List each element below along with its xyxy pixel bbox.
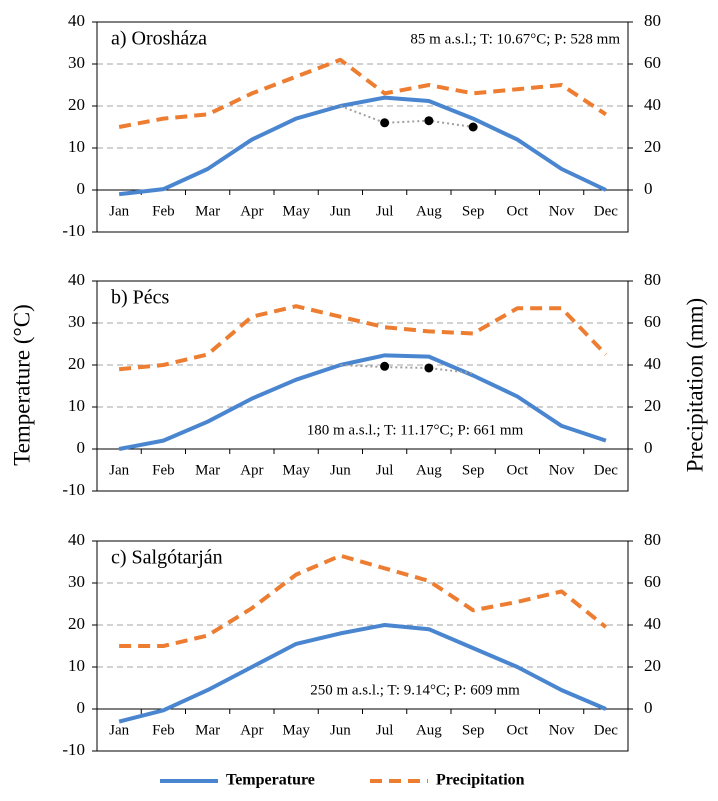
plot-frame bbox=[96, 21, 629, 233]
data-point bbox=[424, 363, 434, 373]
data-point bbox=[380, 118, 390, 128]
x-tick-label: Mar bbox=[195, 203, 220, 219]
x-tick-label: Nov bbox=[549, 462, 575, 478]
x-tick-label: Jan bbox=[109, 722, 129, 738]
annotation: 180 m a.s.l.; T: 11.17°C; P: 661 mm bbox=[307, 422, 524, 438]
y-tick-label: 20 bbox=[68, 354, 85, 373]
y-tick-label: 40 bbox=[68, 270, 85, 289]
y-axis-label: Temperature (°C) bbox=[9, 304, 34, 465]
x-tick-label: Jan bbox=[109, 462, 129, 478]
annotation: 250 m a.s.l.; T: 9.14°C; P: 609 mm bbox=[310, 682, 520, 698]
data-point bbox=[424, 116, 434, 126]
x-tick-label: Apr bbox=[240, 462, 263, 478]
y2-tick-label: 0 bbox=[644, 179, 653, 198]
y2-tick-label: 20 bbox=[644, 656, 661, 675]
x-tick-label: Oct bbox=[507, 203, 529, 219]
x-tick-label: Nov bbox=[549, 203, 575, 219]
data-point bbox=[380, 361, 390, 371]
series-line bbox=[118, 95, 607, 197]
panel-title: a) Orosháza bbox=[111, 28, 207, 50]
y-tick-label: 20 bbox=[68, 95, 85, 114]
x-tick-label: Feb bbox=[152, 722, 175, 738]
x-tick-label: May bbox=[282, 203, 310, 219]
x-tick-label: Jul bbox=[376, 462, 394, 478]
y2-tick-label: 0 bbox=[644, 438, 653, 457]
legend-label: Precipitation bbox=[436, 772, 525, 789]
series-line bbox=[118, 304, 608, 372]
annotation: 85 m a.s.l.; T: 10.67°C; P: 528 mm bbox=[410, 31, 620, 47]
y2-tick-label: 40 bbox=[644, 614, 661, 633]
y2-tick-label: 40 bbox=[644, 354, 661, 373]
y2-tick-label: 80 bbox=[644, 270, 661, 289]
y-tick-label: -10 bbox=[62, 740, 85, 759]
y-tick-label: 0 bbox=[77, 438, 86, 457]
x-tick-label: Mar bbox=[195, 722, 220, 738]
y-tick-label: 10 bbox=[68, 396, 85, 415]
x-tick-label: Jul bbox=[376, 722, 394, 738]
x-tick-label: Feb bbox=[152, 203, 175, 219]
y-tick-label: 30 bbox=[68, 53, 85, 72]
x-tick-label: Apr bbox=[240, 722, 263, 738]
y-tick-label: -10 bbox=[62, 221, 85, 240]
series-line bbox=[118, 57, 607, 129]
x-tick-label: Nov bbox=[549, 722, 575, 738]
x-tick-label: May bbox=[282, 722, 310, 738]
y2-tick-label: 60 bbox=[644, 53, 661, 72]
legend-label: Temperature bbox=[226, 772, 315, 789]
y2-tick-label: 20 bbox=[644, 137, 661, 156]
x-tick-label: Dec bbox=[594, 203, 618, 219]
x-tick-label: Jun bbox=[330, 203, 351, 219]
x-tick-label: Sep bbox=[462, 462, 485, 478]
y-tick-label: 20 bbox=[68, 614, 85, 633]
y-tick-label: 40 bbox=[68, 530, 85, 549]
x-tick-label: Jul bbox=[376, 203, 394, 219]
x-tick-label: Aug bbox=[416, 722, 442, 738]
x-tick-label: Sep bbox=[462, 722, 485, 738]
x-tick-label: Mar bbox=[195, 462, 220, 478]
x-tick-label: Jun bbox=[330, 722, 351, 738]
x-tick-label: Dec bbox=[594, 722, 618, 738]
y-tick-label: 0 bbox=[77, 698, 86, 717]
y-tick-label: -10 bbox=[62, 480, 85, 499]
x-tick-label: Jun bbox=[330, 462, 351, 478]
y2-tick-label: 40 bbox=[644, 95, 661, 114]
panel-title: c) Salgótarján bbox=[111, 547, 223, 569]
y2-tick-label: 80 bbox=[644, 11, 661, 30]
y2-tick-label: 20 bbox=[644, 396, 661, 415]
series-line bbox=[118, 353, 607, 451]
y-tick-label: 10 bbox=[68, 656, 85, 675]
y-tick-label: 40 bbox=[68, 11, 85, 30]
y2-tick-label: 60 bbox=[644, 312, 661, 331]
y2-tick-label: 60 bbox=[644, 572, 661, 591]
x-tick-label: Feb bbox=[152, 462, 175, 478]
x-tick-label: Sep bbox=[462, 203, 485, 219]
y-tick-label: 30 bbox=[68, 572, 85, 591]
y-tick-label: 30 bbox=[68, 312, 85, 331]
y2-tick-label: 80 bbox=[644, 530, 661, 549]
plot-frame bbox=[96, 280, 629, 492]
x-tick-label: Apr bbox=[240, 203, 263, 219]
x-tick-label: May bbox=[282, 462, 310, 478]
y-tick-label: 0 bbox=[77, 179, 86, 198]
plot-frame bbox=[96, 540, 629, 752]
x-tick-label: Dec bbox=[594, 462, 618, 478]
series-line bbox=[118, 623, 607, 724]
x-tick-label: Aug bbox=[416, 203, 442, 219]
x-tick-label: Jan bbox=[109, 203, 129, 219]
x-tick-label: Oct bbox=[507, 722, 529, 738]
series-line bbox=[340, 364, 474, 375]
y2-axis-label: Precipitation (mm) bbox=[682, 298, 707, 472]
y2-tick-label: 0 bbox=[644, 698, 653, 717]
panel-title: b) Pécs bbox=[111, 287, 170, 309]
x-tick-label: Aug bbox=[416, 462, 442, 478]
x-tick-label: Oct bbox=[507, 462, 529, 478]
series-line bbox=[119, 553, 608, 648]
y-tick-label: 10 bbox=[68, 137, 85, 156]
data-point bbox=[468, 122, 478, 132]
